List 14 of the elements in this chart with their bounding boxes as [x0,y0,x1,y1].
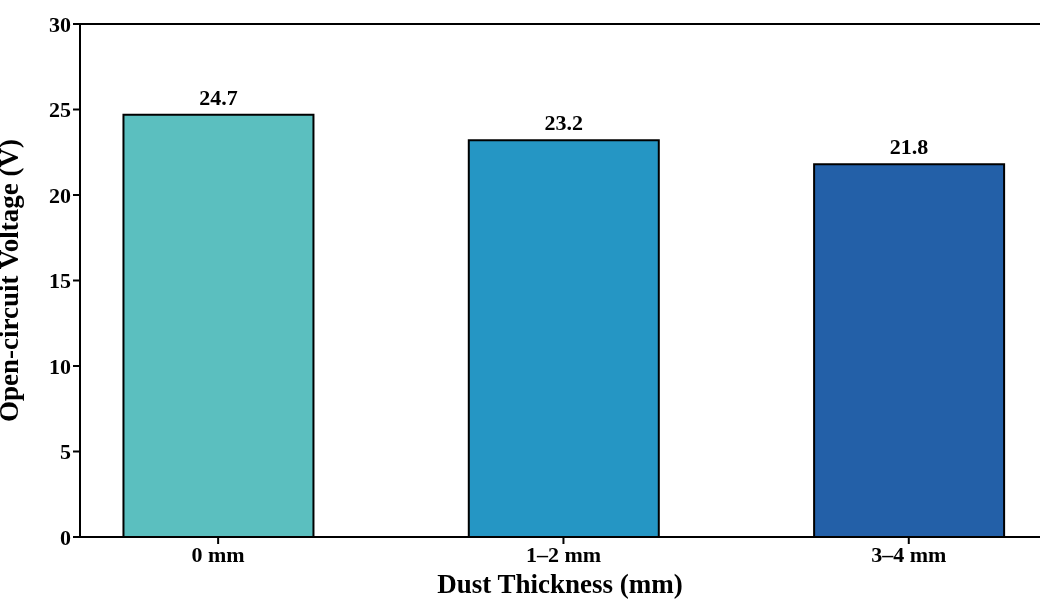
data-label: 23.2 [544,110,584,136]
x-tick-label: 3–4 mm [871,541,947,567]
data-label: 24.7 [199,84,238,110]
x-axis-title: Dust Thickness (mm) [437,569,683,599]
data-label: 21.8 [889,134,929,160]
y-tick-label: 20 [49,182,71,208]
x-tick-label: 0 mm [191,541,245,567]
x-tick-label: 1–2 mm [525,541,602,567]
y-tick-label: 30 [49,11,71,37]
y-tick-label: 5 [60,439,71,465]
y-tick-label: 15 [49,268,71,294]
y-tick-label: 0 [60,524,71,550]
y-tick-label: 10 [49,353,71,379]
y-tick-label: 25 [49,97,71,123]
